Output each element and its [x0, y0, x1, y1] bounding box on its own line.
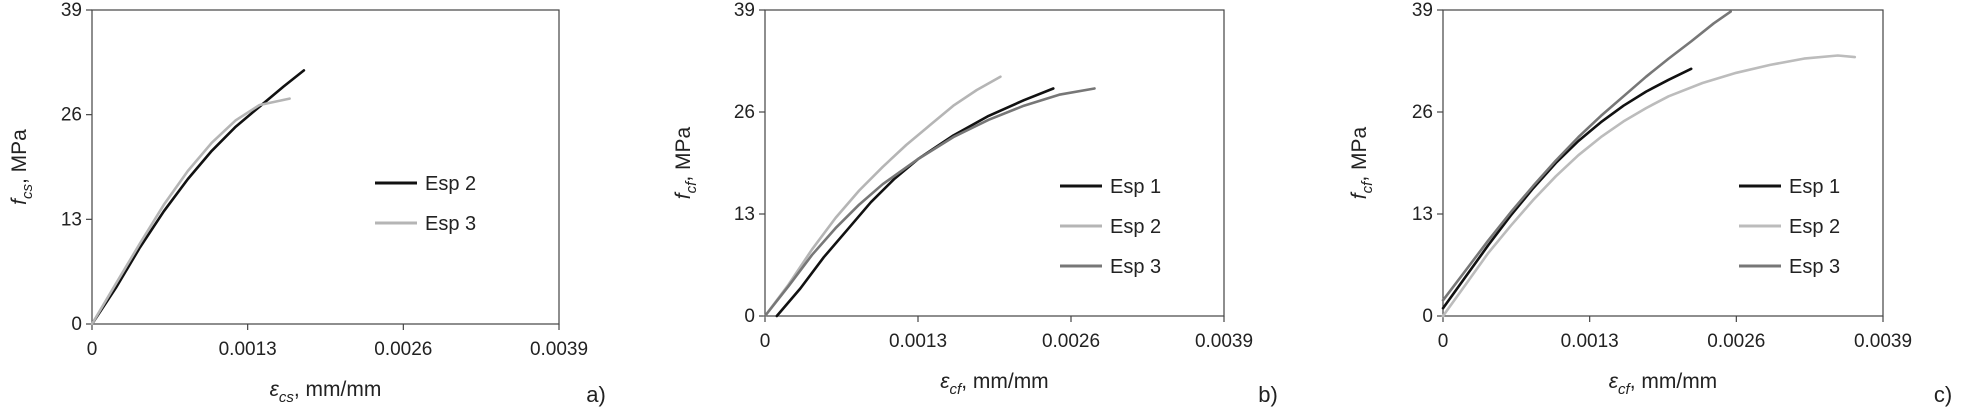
- y-tick-label: 26: [61, 105, 82, 126]
- x-axis-symbol: ε: [940, 370, 950, 393]
- x-axis-symbol: ε: [1609, 370, 1619, 393]
- legend: Esp 1 Esp 2 Esp 3: [1739, 176, 1840, 278]
- panel-label: a): [586, 382, 606, 407]
- panel-label: c): [1934, 382, 1952, 407]
- x-axis-unit: , mm/mm: [1630, 370, 1717, 393]
- series-line-esp-2: [90, 69, 306, 326]
- x-tick-label: 0.0026: [1042, 331, 1100, 352]
- y-tick-label: 26: [1412, 102, 1433, 123]
- y-tick-label: 13: [734, 204, 755, 225]
- series-line-esp-3: [763, 87, 1096, 318]
- y-tick-label: 39: [1412, 0, 1433, 21]
- y-axis-label: fcs, MPa: [8, 129, 36, 205]
- y-axis-symbol: f: [672, 191, 695, 199]
- x-axis-subscript: cf: [1618, 381, 1632, 398]
- plot-frame: [764, 9, 1225, 317]
- legend-label: Esp 1: [1110, 176, 1161, 198]
- x-tick-label: 0.0039: [1854, 331, 1912, 352]
- series-line-esp-2: [1441, 54, 1857, 318]
- series-line-esp-3: [90, 97, 291, 326]
- legend-label: Esp 3: [1110, 256, 1161, 278]
- y-axis-unit: , MPa: [8, 129, 31, 184]
- series-line-esp-2: [763, 75, 1002, 318]
- y-axis-subscript: cs: [19, 184, 36, 200]
- x-axis-unit: , mm/mm: [294, 378, 381, 401]
- y-axis-label: fcf, MPa: [672, 127, 700, 200]
- legend-label: Esp 2: [1789, 216, 1840, 238]
- legend-label: Esp 2: [1110, 216, 1161, 238]
- x-tick-label: 0.0026: [374, 339, 432, 360]
- x-axis-subscript: cs: [279, 389, 295, 406]
- legend-label: Esp 2: [425, 173, 476, 195]
- x-tick-label: 0.0039: [530, 339, 588, 360]
- x-tick-label: 0: [1438, 331, 1449, 352]
- x-axis-subscript: cf: [950, 381, 964, 398]
- y-axis-symbol: f: [8, 197, 31, 205]
- y-axis-unit: , MPa: [1348, 127, 1371, 182]
- y-axis-label: fcf, MPa: [1348, 127, 1376, 200]
- legend: Esp 1 Esp 2 Esp 3: [1060, 176, 1161, 278]
- x-tick-label: 0.0013: [219, 339, 277, 360]
- x-axis-unit: , mm/mm: [961, 370, 1048, 393]
- panel-label: b): [1258, 382, 1278, 407]
- legend: Esp 2 Esp 3: [375, 173, 476, 235]
- y-axis-unit: , MPa: [672, 127, 695, 182]
- series-line-esp-1: [775, 87, 1055, 318]
- series-line-esp-3: [1441, 10, 1732, 302]
- x-tick-label: 0: [760, 331, 771, 352]
- legend-label: Esp 3: [1789, 256, 1840, 278]
- x-axis-label: εcs, mm/mm: [270, 378, 382, 406]
- x-tick-label: 0.0026: [1707, 331, 1765, 352]
- x-tick-label: 0.0013: [1561, 331, 1619, 352]
- x-tick-label: 0: [87, 339, 98, 360]
- y-tick-label: 0: [744, 306, 755, 327]
- y-axis-symbol: f: [1348, 191, 1371, 199]
- y-axis-subscript: cf: [1359, 180, 1376, 194]
- plot-frame: [91, 9, 560, 325]
- y-tick-label: 39: [734, 0, 755, 21]
- y-tick-label: 26: [734, 102, 755, 123]
- x-axis-label: εcf, mm/mm: [1609, 370, 1717, 398]
- y-tick-label: 13: [61, 209, 82, 230]
- x-tick-label: 0.0013: [889, 331, 947, 352]
- y-tick-label: 0: [1422, 306, 1433, 327]
- x-axis-label: εcf, mm/mm: [940, 370, 1048, 398]
- y-tick-label: 0: [71, 314, 82, 335]
- y-tick-label: 13: [1412, 204, 1433, 225]
- x-tick-label: 0.0039: [1195, 331, 1253, 352]
- y-tick-label: 39: [61, 0, 82, 21]
- series-line-esp-1: [1441, 67, 1693, 310]
- y-axis-subscript: cf: [683, 180, 700, 194]
- legend-label: Esp 3: [425, 213, 476, 235]
- plot-frame: [1442, 9, 1884, 317]
- legend-label: Esp 1: [1789, 176, 1840, 198]
- x-axis-symbol: ε: [270, 378, 280, 401]
